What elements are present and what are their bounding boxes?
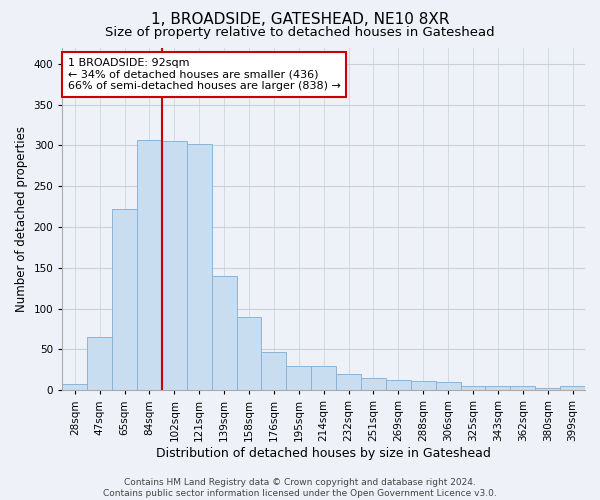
Text: Contains HM Land Registry data © Crown copyright and database right 2024.
Contai: Contains HM Land Registry data © Crown c…	[103, 478, 497, 498]
Bar	[436, 382, 461, 390]
Bar	[212, 276, 236, 390]
Y-axis label: Number of detached properties: Number of detached properties	[15, 126, 28, 312]
Text: 1, BROADSIDE, GATESHEAD, NE10 8XR: 1, BROADSIDE, GATESHEAD, NE10 8XR	[151, 12, 449, 28]
Bar	[511, 386, 535, 390]
X-axis label: Distribution of detached houses by size in Gateshead: Distribution of detached houses by size …	[156, 447, 491, 460]
Bar	[311, 366, 336, 390]
Bar	[87, 337, 112, 390]
Bar	[62, 384, 87, 390]
Bar	[286, 366, 311, 390]
Bar	[386, 380, 411, 390]
Bar	[236, 317, 262, 390]
Bar	[162, 142, 187, 390]
Bar	[112, 209, 137, 390]
Bar	[461, 386, 485, 390]
Bar	[361, 378, 386, 390]
Bar	[485, 386, 511, 390]
Text: 1 BROADSIDE: 92sqm
← 34% of detached houses are smaller (436)
66% of semi-detach: 1 BROADSIDE: 92sqm ← 34% of detached hou…	[68, 58, 340, 91]
Bar	[187, 144, 212, 390]
Text: Size of property relative to detached houses in Gateshead: Size of property relative to detached ho…	[105, 26, 495, 39]
Bar	[336, 374, 361, 390]
Bar	[560, 386, 585, 390]
Bar	[262, 352, 286, 391]
Bar	[137, 140, 162, 390]
Bar	[411, 382, 436, 390]
Bar	[535, 388, 560, 390]
